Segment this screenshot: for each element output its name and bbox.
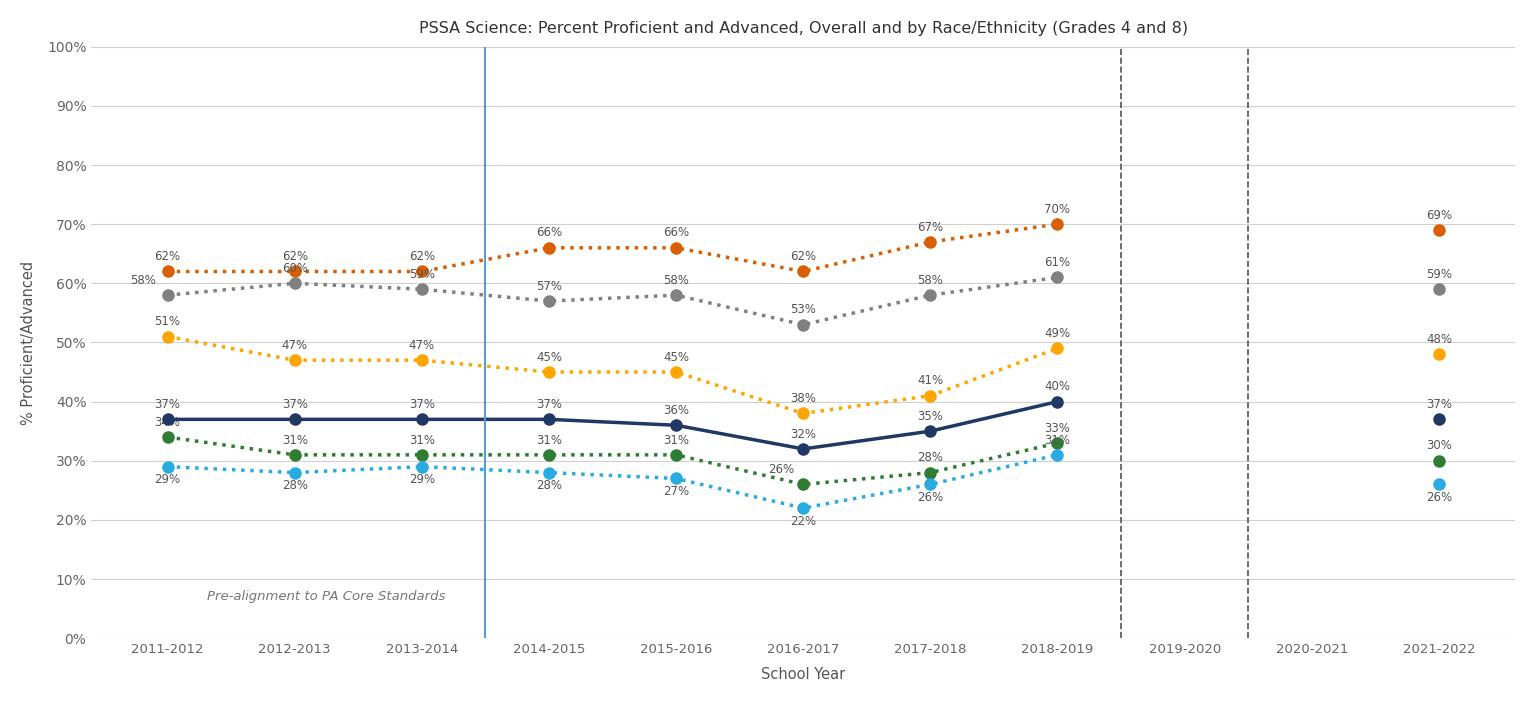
Text: 61%: 61% [1044,256,1071,269]
Text: 26%: 26% [768,463,794,476]
Text: 66%: 66% [536,226,562,240]
X-axis label: School Year: School Year [762,667,845,682]
Text: 37%: 37% [536,398,562,411]
Text: 69%: 69% [1425,209,1452,221]
Text: 27%: 27% [664,485,690,498]
Text: 22%: 22% [790,515,816,527]
Text: 53%: 53% [791,304,816,316]
Text: 57%: 57% [536,280,562,292]
Text: 28%: 28% [917,451,943,464]
Text: 37%: 37% [281,398,307,411]
Text: 37%: 37% [155,398,181,411]
Text: 59%: 59% [1425,268,1452,281]
Text: 58%: 58% [664,273,690,287]
Text: 37%: 37% [1425,398,1452,411]
Text: 58%: 58% [917,273,943,287]
Text: 31%: 31% [1044,434,1071,446]
Text: 31%: 31% [664,434,690,446]
Text: 31%: 31% [281,434,307,446]
Text: 62%: 62% [409,250,435,263]
Text: 49%: 49% [1044,327,1071,340]
Text: 45%: 45% [536,351,562,363]
Text: 29%: 29% [155,473,181,486]
Text: 51%: 51% [155,315,181,328]
Y-axis label: % Proficient/Advanced: % Proficient/Advanced [22,260,35,425]
Text: 40%: 40% [1044,380,1071,393]
Title: PSSA Science: Percent Proficient and Advanced, Overall and by Race/Ethnicity (Gr: PSSA Science: Percent Proficient and Adv… [419,21,1187,36]
Text: 37%: 37% [409,398,435,411]
Text: 33%: 33% [1044,422,1071,434]
Text: 60%: 60% [281,262,307,275]
Text: 58%: 58% [129,273,155,287]
Text: 62%: 62% [281,250,307,263]
Text: 47%: 47% [281,339,307,352]
Text: 29%: 29% [409,473,435,486]
Text: 35%: 35% [917,410,943,423]
Text: 41%: 41% [917,375,943,387]
Text: 62%: 62% [155,250,181,263]
Text: 67%: 67% [917,221,943,233]
Text: 47%: 47% [409,339,435,352]
Text: 34%: 34% [155,415,181,429]
Text: 66%: 66% [664,226,690,240]
Text: 59%: 59% [409,268,435,281]
Text: 26%: 26% [1425,491,1452,504]
Text: 48%: 48% [1425,333,1452,346]
Text: 28%: 28% [281,479,307,492]
Text: 31%: 31% [409,434,435,446]
Text: 31%: 31% [536,434,562,446]
Text: 30%: 30% [1425,439,1452,453]
Text: 36%: 36% [664,404,690,417]
Text: 62%: 62% [790,250,816,263]
Text: Pre-alignment to PA Core Standards: Pre-alignment to PA Core Standards [207,590,445,602]
Text: 45%: 45% [664,351,690,363]
Text: 32%: 32% [790,427,816,441]
Text: 70%: 70% [1044,203,1071,216]
Text: 26%: 26% [917,491,943,504]
Text: 28%: 28% [536,479,562,492]
Text: 38%: 38% [791,392,816,405]
